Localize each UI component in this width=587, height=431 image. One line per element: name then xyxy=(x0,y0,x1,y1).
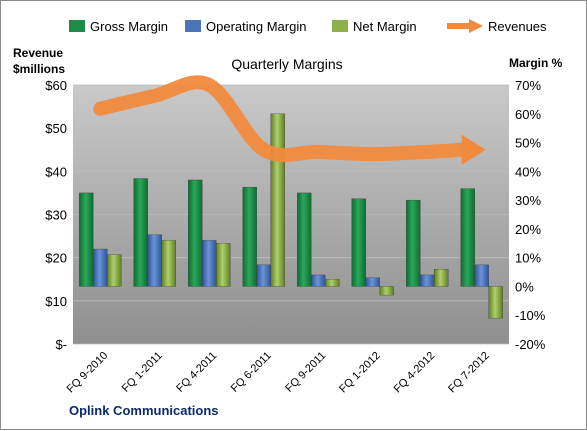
gross-margin-bar xyxy=(297,192,312,287)
gross-margin-bar xyxy=(79,192,94,287)
gross-margin-bar xyxy=(242,187,257,287)
left-tick-label: $60 xyxy=(45,78,67,93)
legend-net-label: Net Margin xyxy=(353,19,417,34)
left-tick-label: $- xyxy=(55,337,67,352)
category-label: FQ 1-2011 xyxy=(120,350,165,395)
right-tick-label: 40% xyxy=(515,164,541,179)
right-axis-title: Margin % xyxy=(509,56,563,70)
gross-margin-bar xyxy=(133,178,148,287)
left-axis-title-line2: $millions xyxy=(13,62,65,76)
left-tick-label: $30 xyxy=(45,208,67,223)
right-tick-label: 70% xyxy=(515,78,541,93)
left-tick-label: $10 xyxy=(45,294,67,309)
left-tick-label: $40 xyxy=(45,164,67,179)
category-label: FQ 1-2012 xyxy=(337,350,383,396)
right-tick-label: 20% xyxy=(515,222,541,237)
net-margin-bar xyxy=(325,279,340,287)
category-label: FQ 9-2010 xyxy=(65,350,111,396)
operating-margin-bar xyxy=(420,274,435,287)
company-footer: Oplink Communications xyxy=(69,403,219,418)
revenue-line xyxy=(93,75,486,165)
left-tick-label: $20 xyxy=(45,251,67,266)
gross-margin-bar xyxy=(188,179,203,287)
bars xyxy=(79,113,503,319)
right-tick-label: 0% xyxy=(515,279,534,294)
right-tick-label: -20% xyxy=(515,337,546,352)
operating-margin-bar xyxy=(311,274,326,287)
legend-operating-label: Operating Margin xyxy=(206,19,306,34)
net-margin-bar xyxy=(270,113,285,287)
right-tick-label: 60% xyxy=(515,107,541,122)
legend-gross-label: Gross Margin xyxy=(90,19,168,34)
legend-operating-swatch xyxy=(185,20,201,32)
legend: Gross Margin Operating Margin Net Margin… xyxy=(69,19,547,34)
operating-margin-bar xyxy=(474,264,489,287)
right-tick-label: 10% xyxy=(515,251,541,266)
revenue-line-path xyxy=(93,75,471,163)
x-axis: FQ 9-2010 FQ 1-2011 FQ 4-2011 FQ 6-2011 FQ 9… xyxy=(65,350,492,396)
operating-margin-bar xyxy=(365,277,380,287)
category-label: FQ 4-2012 xyxy=(392,350,438,396)
operating-margin-bar xyxy=(202,240,217,287)
chart-title: Quarterly Margins xyxy=(231,56,342,72)
right-axis: -20% -10% 0% 10% 20% 30% 40% 50% 60% 70% xyxy=(515,78,546,352)
right-tick-label: 30% xyxy=(515,193,541,208)
net-margin-bar xyxy=(216,243,231,287)
operating-margin-bar xyxy=(256,264,271,287)
category-label: FQ 9-2011 xyxy=(283,350,328,395)
legend-gross-swatch xyxy=(69,20,85,32)
left-axis-title-line1: Revenue xyxy=(13,46,63,60)
left-tick-label: $50 xyxy=(45,121,67,136)
legend-revenues-arrowhead xyxy=(469,19,483,33)
operating-margin-bar xyxy=(93,248,108,287)
net-margin-bar xyxy=(488,286,503,319)
right-tick-label: 50% xyxy=(515,136,541,151)
right-tick-label: -10% xyxy=(515,308,546,323)
left-axis: $- $10 $20 $30 $40 $50 $60 xyxy=(45,78,67,352)
category-label: FQ 7-2012 xyxy=(446,350,492,396)
category-label: FQ 4-2011 xyxy=(174,350,219,395)
net-margin-bar xyxy=(161,240,176,287)
gross-margin-bar xyxy=(406,199,421,287)
legend-net-swatch xyxy=(332,20,348,32)
net-margin-bar xyxy=(434,269,449,287)
net-margin-bar xyxy=(379,286,394,296)
legend-revenues-label: Revenues xyxy=(488,19,547,34)
revenue-arrowhead xyxy=(461,134,486,165)
gross-margin-bar xyxy=(351,198,366,287)
category-label: FQ 6-2011 xyxy=(229,350,274,395)
gross-margin-bar xyxy=(460,188,475,287)
net-margin-bar xyxy=(107,254,122,287)
operating-margin-bar xyxy=(147,234,162,287)
